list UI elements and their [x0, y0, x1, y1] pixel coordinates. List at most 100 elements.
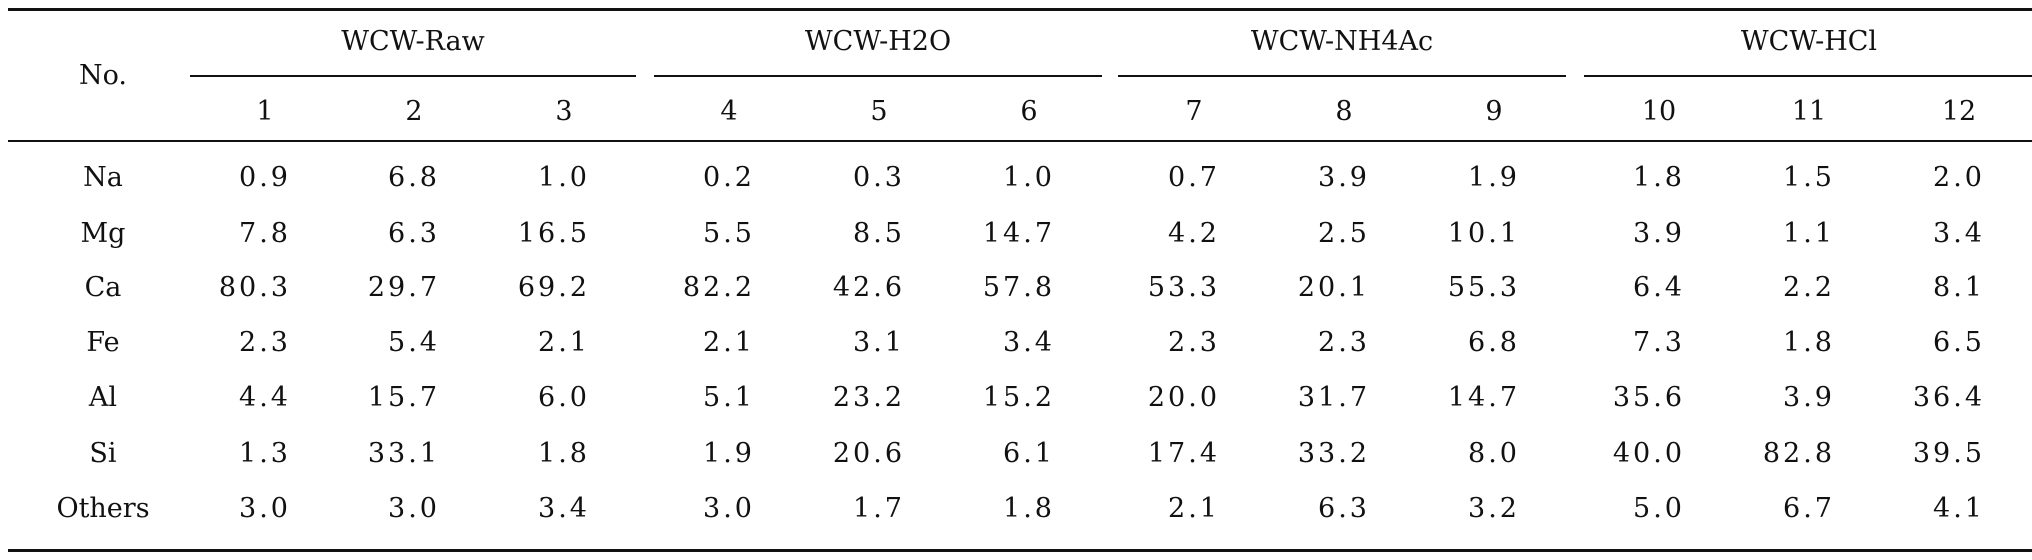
table-cell: 0.3 [853, 162, 905, 193]
table-cell: 40.0 [1612, 438, 1685, 469]
table-cell: 15.7 [367, 382, 440, 413]
row-label: Al [88, 382, 118, 413]
table-cell: 1.9 [703, 438, 755, 469]
row-label: Others [56, 493, 150, 524]
table-cell: 2.1 [538, 327, 590, 358]
table-cell: 6.0 [538, 382, 590, 413]
table-cell: 1.8 [538, 438, 590, 469]
table-cell: 2.1 [1168, 493, 1220, 524]
table-cell: 5.4 [388, 327, 440, 358]
table-cell: 2.3 [1318, 327, 1370, 358]
table-cell: 36.4 [1912, 382, 1985, 413]
column-header: 11 [1791, 96, 1827, 127]
table-cell: 4.4 [239, 382, 291, 413]
column-header: 2 [405, 96, 423, 127]
column-header: 8 [1335, 96, 1353, 127]
column-header: 6 [1020, 96, 1038, 127]
table-cell: 33.2 [1297, 438, 1370, 469]
table-cell: 5.1 [703, 382, 755, 413]
column-header: 12 [1941, 96, 1977, 127]
group-underline [654, 75, 1102, 77]
group-header: WCW-Raw [341, 26, 485, 57]
table-cell: 2.1 [703, 327, 755, 358]
table-cell: 6.8 [388, 162, 440, 193]
table-cell: 7.3 [1633, 327, 1685, 358]
table-top-rule [8, 8, 2032, 11]
table-cell: 1.8 [1783, 327, 1835, 358]
table-cell: 53.3 [1147, 272, 1220, 303]
row-label: Ca [84, 272, 122, 303]
table-cell: 2.0 [1933, 162, 1985, 193]
table-cell: 80.3 [218, 272, 291, 303]
table-cell: 33.1 [367, 438, 440, 469]
column-header: 3 [555, 96, 573, 127]
table-cell: 14.7 [1447, 382, 1520, 413]
table-cell: 3.9 [1783, 382, 1835, 413]
table-cell: 82.8 [1762, 438, 1835, 469]
table-cell: 57.8 [982, 272, 1055, 303]
group-underline [1118, 75, 1566, 77]
table-cell: 1.8 [1003, 493, 1055, 524]
table-cell: 29.7 [367, 272, 440, 303]
table-cell: 3.9 [1633, 218, 1685, 249]
table-cell: 1.9 [1468, 162, 1520, 193]
table-cell: 20.1 [1297, 272, 1370, 303]
table-cell: 2.2 [1783, 272, 1835, 303]
column-header: 5 [870, 96, 888, 127]
column-header: 4 [720, 96, 738, 127]
table-cell: 3.0 [703, 493, 755, 524]
table-cell: 20.0 [1147, 382, 1220, 413]
table-cell: 1.0 [1003, 162, 1055, 193]
table-cell: 3.0 [388, 493, 440, 524]
table-cell: 0.9 [239, 162, 291, 193]
table-cell: 6.4 [1633, 272, 1685, 303]
table-cell: 31.7 [1297, 382, 1370, 413]
row-label: Mg [80, 218, 126, 249]
table-cell: 1.0 [538, 162, 590, 193]
table-cell: 5.5 [703, 218, 755, 249]
table-cell: 5.0 [1633, 493, 1685, 524]
table-header-rule [8, 140, 2032, 142]
table-cell: 7.8 [239, 218, 291, 249]
table-cell: 1.5 [1783, 162, 1835, 193]
table-cell: 1.8 [1633, 162, 1685, 193]
table-cell: 8.0 [1468, 438, 1520, 469]
table-cell: 0.2 [703, 162, 755, 193]
table-cell: 6.1 [1003, 438, 1055, 469]
table-cell: 2.3 [1168, 327, 1220, 358]
group-underline [190, 75, 636, 77]
table-cell: 10.1 [1447, 218, 1520, 249]
table-cell: 6.3 [1318, 493, 1370, 524]
table-cell: 1.1 [1783, 218, 1835, 249]
table-cell: 6.7 [1783, 493, 1835, 524]
table-cell: 3.2 [1468, 493, 1520, 524]
table-cell: 15.2 [982, 382, 1055, 413]
table-cell: 17.4 [1147, 438, 1220, 469]
table-cell: 2.3 [239, 327, 291, 358]
row-header: No. [79, 60, 127, 91]
table-cell: 6.5 [1933, 327, 1985, 358]
row-label: Fe [86, 327, 120, 358]
table-cell: 8.1 [1933, 272, 1985, 303]
column-header: 1 [256, 96, 274, 127]
table-cell: 1.7 [853, 493, 905, 524]
column-header: 9 [1485, 96, 1503, 127]
table-cell: 0.7 [1168, 162, 1220, 193]
table-bottom-rule [8, 549, 2032, 552]
table-cell: 42.6 [832, 272, 905, 303]
column-header: 7 [1185, 96, 1203, 127]
group-header: WCW-HCl [1740, 26, 1878, 57]
group-header: WCW-H2O [804, 26, 952, 57]
table-cell: 3.9 [1318, 162, 1370, 193]
table-cell: 4.2 [1168, 218, 1220, 249]
table-cell: 3.1 [853, 327, 905, 358]
table-cell: 3.4 [1933, 218, 1985, 249]
table-cell: 3.4 [538, 493, 590, 524]
table-cell: 69.2 [517, 272, 590, 303]
column-header: 10 [1641, 96, 1677, 127]
table-cell: 14.7 [982, 218, 1055, 249]
table-cell: 3.4 [1003, 327, 1055, 358]
table-cell: 35.6 [1612, 382, 1685, 413]
group-header: WCW-NH4Ac [1250, 26, 1434, 57]
table-cell: 39.5 [1912, 438, 1985, 469]
